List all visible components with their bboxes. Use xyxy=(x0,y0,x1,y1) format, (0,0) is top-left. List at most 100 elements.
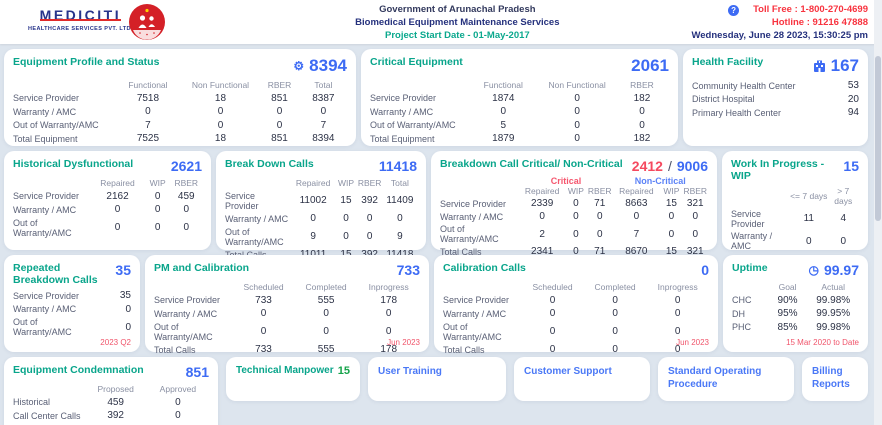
technical-manpower-button[interactable]: Technical Manpower 15 xyxy=(226,357,360,401)
cell-value: 0 xyxy=(805,235,812,247)
cell-value: 178 xyxy=(380,344,398,355)
cell-value: 0 xyxy=(183,222,190,233)
column-header: Repaired xyxy=(295,178,331,188)
cell-value: 0 xyxy=(154,190,161,202)
equipment-profile-table: Functional Non Functional RBER Total Service… xyxy=(13,80,347,144)
card-title: Uptime xyxy=(732,262,768,274)
cell-value: 0 xyxy=(639,106,645,117)
cell-value: 11409 xyxy=(386,195,414,206)
cell-value: 8394 xyxy=(312,133,335,144)
scrollbar-thumb[interactable] xyxy=(875,56,881,221)
card-critical-equipment: Critical Equipment 2061 Functional Non Fu… xyxy=(361,49,678,146)
row-label: Service Provider xyxy=(370,93,437,103)
condemnation-total: 851 xyxy=(185,364,209,380)
cell-value: 851 xyxy=(271,133,288,144)
card-title: Equipment Profile and Status xyxy=(13,56,160,68)
cell-value: 99.98% xyxy=(816,321,851,333)
cell-value: 0 xyxy=(574,92,580,104)
table-row: Out of Warranty/AMC 2 0 0 7 0 0 xyxy=(440,224,708,244)
breakdown-calls-table: Repaired WIP RBER Total Service Provider 1100… xyxy=(225,178,417,260)
table-header-row: Goal Actual xyxy=(732,282,859,292)
table-header-row: Proposed Approved xyxy=(13,384,209,394)
row-label: Out of Warranty/AMC xyxy=(440,224,499,244)
cell-value: 4 xyxy=(840,213,847,224)
breakdown-cnc-table: Repaired WIP RBER Repaired WIP RBER Service Pr… xyxy=(440,186,708,257)
cell-value: 0 xyxy=(145,106,151,117)
button-label: Standard Operating Procedure xyxy=(668,366,762,390)
cell-value: 0 xyxy=(612,294,618,306)
row-label: Service Provider xyxy=(13,290,80,301)
card-equipment-condemnation: Equipment Condemnation 851 Proposed Appro… xyxy=(4,357,218,425)
cell-value: 0 xyxy=(574,133,580,144)
table-row: Service Provider 35 xyxy=(13,290,131,301)
cell-value: 15 xyxy=(665,198,677,209)
cell-value: 733 xyxy=(255,344,272,355)
card-breakdown-critical-noncritical: Breakdown Call Critical/ Non-Critical 24… xyxy=(431,151,717,257)
user-training-button[interactable]: User Training xyxy=(368,357,506,401)
hospital-icon xyxy=(813,60,825,72)
service-name: Biomedical Equipment Maintenance Service… xyxy=(355,17,560,28)
table-row: Service Provider 0 0 0 xyxy=(443,295,709,306)
cell-value: 71 xyxy=(594,246,606,257)
row-label: Warranty / AMC xyxy=(13,304,77,314)
row-label: Warranty / AMC xyxy=(443,308,507,319)
table-row: Warranty / AMC 0 0 0 0 xyxy=(225,213,417,224)
table-header-row: Functional Non Functional RBER Total xyxy=(13,80,347,90)
cell-value: 8663 xyxy=(625,198,648,209)
cell-value: 0 xyxy=(320,106,327,117)
vertical-scrollbar xyxy=(874,0,882,425)
cell-value: 0 xyxy=(612,344,618,355)
historical-dysfunctional-total: 2621 xyxy=(170,158,202,174)
row-label: Out of Warranty/AMC xyxy=(13,317,72,337)
cell-value: 71 xyxy=(594,198,606,209)
cell-value: 2339 xyxy=(531,198,554,209)
cell-value: 0 xyxy=(549,294,556,306)
clock-icon: ◷ xyxy=(808,263,819,277)
cell-value: 0 xyxy=(323,326,329,337)
row-label: Out of Warranty/AMC xyxy=(225,226,284,247)
cell-value: 321 xyxy=(686,198,704,209)
table-header-row: Repaired WIP RBER Total xyxy=(225,178,417,188)
cell-value: 0 xyxy=(217,106,224,117)
table-header-row: <= 7 days > 7 days xyxy=(731,186,859,206)
column-header: Goal xyxy=(778,282,797,292)
row-label: PHC xyxy=(732,322,752,332)
card-repeated-breakdown: Repeated Breakdown Calls 35 Service Prov… xyxy=(4,255,140,352)
cell-value: 0 xyxy=(276,119,283,131)
column-header: WIP xyxy=(567,186,584,196)
table-row: Warranty / AMC 0 xyxy=(13,304,131,315)
table-header-row: Repaired WIP RBER xyxy=(13,178,202,188)
card-historical-dysfunctional: Historical Dysfunctional 2621 Repaired WI… xyxy=(4,151,211,250)
pm-calibration-table: Scheduled Completed Inprogress Service Prov… xyxy=(154,282,420,355)
card-title: Critical Equipment xyxy=(370,56,463,68)
cell-value: 0 xyxy=(574,119,580,131)
condemnation-table: Proposed Approved Historical 459 0 Call Cente… xyxy=(13,384,209,421)
cell-value: 15 xyxy=(340,195,352,206)
table-row: Call Center Calls 392 0 xyxy=(13,410,209,421)
cell-value: 0 xyxy=(154,222,161,233)
billing-reports-button[interactable]: Billing Reports xyxy=(802,357,868,401)
cell-value: 182 xyxy=(633,133,651,144)
cell-value: 15 xyxy=(335,249,356,260)
table-row: Total Calls110111539211418 xyxy=(225,249,417,260)
customer-support-button[interactable]: Customer Support xyxy=(514,357,650,401)
critical-total: 2412 xyxy=(631,158,663,174)
card-breakdown-calls: Break Down Calls 11418 Repaired WIP RBER To… xyxy=(216,151,426,260)
standard-operating-procedure-button[interactable]: Standard Operating Procedure xyxy=(658,357,794,401)
help-icon[interactable]: ? xyxy=(728,5,740,16)
table-header-row: Functional Non Functional RBER xyxy=(370,80,669,90)
cell-value: 0 xyxy=(366,213,373,224)
cell-value: 0 xyxy=(310,213,316,224)
cell-value: 7 xyxy=(633,228,640,240)
noncritical-total: 9006 xyxy=(676,158,708,174)
table-row: District Hospital 20 xyxy=(692,94,859,105)
cell-value: 0 xyxy=(692,228,699,240)
breakdown-calls-total: 11418 xyxy=(378,158,417,174)
card-title: Work In Progress - WIP xyxy=(731,158,825,182)
period-note: Jun 2023 xyxy=(387,338,420,347)
pm-calibration-total: 733 xyxy=(396,262,420,278)
project-start-date: Project Start Date - 01-May-2017 xyxy=(385,30,530,41)
cell-value: 7 xyxy=(320,119,327,131)
row-label: Total Equipment xyxy=(13,133,78,144)
cell-value: 99.98% xyxy=(816,294,851,306)
